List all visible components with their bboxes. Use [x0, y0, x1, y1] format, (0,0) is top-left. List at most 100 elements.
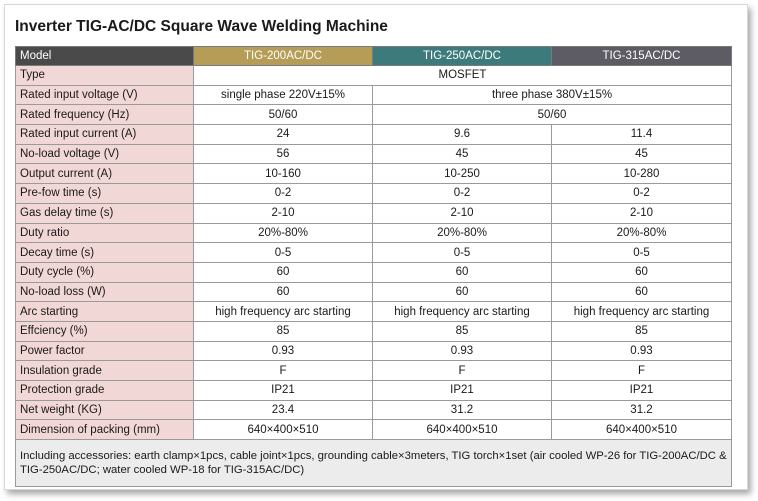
table-row: Dimension of packing (mm) 640×400×510 64…	[15, 419, 732, 441]
cell-value: 24	[193, 124, 373, 145]
model-header-3: TIG-315AC/DC	[551, 46, 732, 66]
row-label: No-load loss (W)	[15, 281, 194, 303]
row-label: Power factor	[15, 340, 194, 362]
cell-value: high frequency arc starting	[193, 301, 373, 322]
cell-value: 85	[372, 320, 552, 342]
cell-value: 0-2	[193, 183, 373, 204]
row-label: Rated input voltage (V)	[15, 84, 194, 106]
cell-value: 60	[372, 261, 552, 283]
row-label: Rated frequency (Hz)	[15, 104, 194, 126]
model-header-2: TIG-250AC/DC	[372, 46, 552, 66]
cell-value: 0.93	[193, 340, 373, 362]
table-row: Power factor 0.93 0.93 0.93	[15, 340, 732, 362]
table-row: Effciency (%) 85 85 85	[15, 320, 732, 342]
cell-value: 60	[193, 261, 373, 283]
cell-value: F	[551, 360, 732, 381]
page-title: Inverter TIG-AC/DC Square Wave Welding M…	[15, 18, 388, 35]
spec-sheet: Inverter TIG-AC/DC Square Wave Welding M…	[4, 4, 748, 490]
table-row: Decay time (s) 0-5 0-5 0-5	[15, 242, 732, 263]
cell-value: IP21	[372, 380, 552, 401]
spec-table: Model TIG-200AC/DC TIG-250AC/DC TIG-315A…	[15, 46, 732, 488]
cell-value: 640×400×510	[372, 419, 552, 441]
cell-value: 2-10	[193, 202, 373, 224]
row-label: Decay time (s)	[15, 242, 194, 263]
cell-value: 31.2	[551, 399, 732, 421]
table-row: Rated input voltage (V) single phase 220…	[15, 84, 732, 106]
cell-value: 9.6	[372, 124, 552, 145]
row-label: Protection grade	[15, 380, 194, 401]
cell-value: high frequency arc starting	[551, 301, 732, 322]
row-label: Pre-fow time (s)	[15, 183, 194, 204]
table-row: No-load loss (W) 60 60 60	[15, 281, 732, 303]
cell-value: 10-280	[551, 163, 732, 185]
cell-value: 60	[551, 281, 732, 303]
cell-value: 0-2	[372, 183, 552, 204]
cell-value: 640×400×510	[193, 419, 373, 441]
row-label: Net weight (KG)	[15, 399, 194, 421]
cell-value: 85	[193, 320, 373, 342]
cell-value: 50/60	[372, 104, 732, 126]
cell-value: 20%-80%	[193, 222, 373, 244]
row-label: Rated input current (A)	[15, 124, 194, 145]
row-label: Output current (A)	[15, 163, 194, 185]
row-label: No-load voltage (V)	[15, 143, 194, 165]
cell-value: 2-10	[372, 202, 552, 224]
row-label: Arc starting	[15, 301, 194, 322]
cell-value: 31.2	[372, 399, 552, 421]
row-label: Duty cycle (%)	[15, 261, 194, 283]
table-row: Arc starting high frequency arc starting…	[15, 301, 732, 322]
row-label: Duty ratio	[15, 222, 194, 244]
cell-value: 10-250	[372, 163, 552, 185]
row-label: Gas delay time (s)	[15, 202, 194, 224]
cell-value: 11.4	[551, 124, 732, 145]
row-label: Type	[15, 65, 194, 86]
cell-value: 2-10	[551, 202, 732, 224]
table-row: Insulation grade F F F	[15, 360, 732, 381]
cell-value: 60	[551, 261, 732, 283]
cell-value: 10-160	[193, 163, 373, 185]
cell-value: 50/60	[193, 104, 373, 126]
cell-value: 85	[551, 320, 732, 342]
cell-value: 60	[193, 281, 373, 303]
cell-value: 0-2	[551, 183, 732, 204]
row-label: Effciency (%)	[15, 320, 194, 342]
cell-value: IP21	[193, 380, 373, 401]
table-row: Rated input current (A) 24 9.6 11.4	[15, 124, 732, 145]
cell-value: IP21	[551, 380, 732, 401]
cell-value: 45	[551, 143, 732, 165]
header-row: Model TIG-200AC/DC TIG-250AC/DC TIG-315A…	[15, 46, 732, 66]
row-label: Dimension of packing (mm)	[15, 419, 194, 441]
accessories-note: Including accessories: earth clamp×1pcs,…	[15, 439, 732, 488]
cell-value: 45	[372, 143, 552, 165]
cell-value: 20%-80%	[372, 222, 552, 244]
table-row: Rated frequency (Hz) 50/60 50/60	[15, 104, 732, 126]
table-row: Output current (A) 10-160 10-250 10-280	[15, 163, 732, 185]
table-row: Duty cycle (%) 60 60 60	[15, 261, 732, 283]
table-row: Net weight (KG) 23.4 31.2 31.2	[15, 399, 732, 421]
cell-value: 60	[372, 281, 552, 303]
cell-value: 23.4	[193, 399, 373, 421]
cell-value: 20%-80%	[551, 222, 732, 244]
table-row: Duty ratio 20%-80% 20%-80% 20%-80%	[15, 222, 732, 244]
table-row: Pre-fow time (s) 0-2 0-2 0-2	[15, 183, 732, 204]
row-label: Insulation grade	[15, 360, 194, 381]
cell-value: 0-5	[551, 242, 732, 263]
cell-value: 0.93	[551, 340, 732, 362]
table-row: Type MOSFET	[15, 65, 732, 86]
cell-value: single phase 220V±15%	[193, 84, 373, 106]
table-row: Gas delay time (s) 2-10 2-10 2-10	[15, 202, 732, 224]
table-row: No-load voltage (V) 56 45 45	[15, 143, 732, 165]
cell-value: F	[193, 360, 373, 381]
cell-value: 0-5	[193, 242, 373, 263]
cell-value: high frequency arc starting	[372, 301, 552, 322]
cell-value: MOSFET	[193, 65, 732, 86]
cell-value: three phase 380V±15%	[372, 84, 732, 106]
header-label: Model	[15, 46, 194, 66]
table-row: Protection grade IP21 IP21 IP21	[15, 380, 732, 401]
cell-value: 56	[193, 143, 373, 165]
model-header-1: TIG-200AC/DC	[193, 46, 373, 66]
cell-value: F	[372, 360, 552, 381]
accessories-row: Including accessories: earth clamp×1pcs,…	[15, 439, 732, 488]
cell-value: 0-5	[372, 242, 552, 263]
cell-value: 640×400×510	[551, 419, 732, 441]
